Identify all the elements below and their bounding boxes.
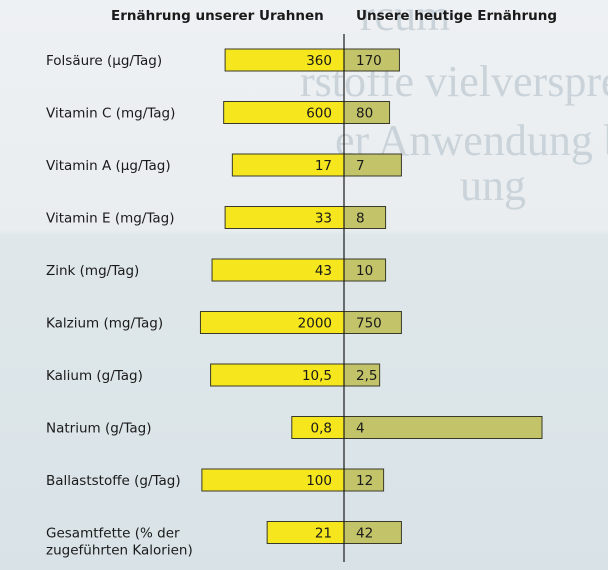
ancestral-value-label: 600	[306, 106, 332, 122]
category-label: Vitamin C (mg/Tag)	[46, 106, 175, 122]
modern-value-label: 4	[356, 421, 365, 437]
modern-value-label: 2,5	[356, 368, 377, 384]
category-label: Vitamin A (µg/Tag)	[46, 158, 171, 174]
ancestral-value-label: 360	[306, 53, 332, 69]
modern-diet-bar	[343, 206, 387, 229]
ancestral-diet-bar	[266, 521, 345, 544]
category-label: Folsäure (µg/Tag)	[46, 53, 162, 69]
ancestral-value-label: 43	[315, 263, 332, 279]
ancestral-value-label: 17	[315, 158, 332, 174]
modern-value-label: 42	[356, 526, 373, 542]
category-label: Natrium (g/Tag)	[46, 421, 151, 437]
ancestral-value-label: 2000	[298, 316, 332, 332]
category-label: Ballaststoffe (g/Tag)	[46, 473, 181, 489]
right-series-header: Unsere heutige Ernährung	[356, 8, 558, 24]
category-label: Vitamin E (mg/Tag)	[46, 211, 174, 227]
category-label: Kalzium (mg/Tag)	[46, 316, 163, 332]
ancestral-value-label: 10,5	[302, 368, 332, 384]
category-label: Kalium (g/Tag)	[46, 368, 143, 384]
modern-value-label: 170	[356, 53, 382, 69]
modern-value-label: 10	[356, 263, 373, 279]
ancestral-value-label: 0,8	[311, 421, 332, 437]
modern-value-label: 8	[356, 211, 365, 227]
modern-diet-bar	[343, 416, 543, 439]
modern-value-label: 12	[356, 473, 373, 489]
left-series-header: Ernährung unserer Urahnen	[111, 8, 324, 24]
modern-value-label: 750	[356, 316, 382, 332]
category-label: Zink (mg/Tag)	[46, 263, 139, 279]
ancestral-value-label: 100	[306, 473, 332, 489]
modern-diet-bar	[343, 153, 402, 177]
modern-value-label: 7	[356, 158, 365, 174]
ancestral-value-label: 21	[315, 526, 332, 542]
modern-value-label: 80	[356, 106, 373, 122]
ancestral-value-label: 33	[315, 211, 332, 227]
category-label: Gesamtfette (% der zugeführten Kalorien)	[46, 526, 193, 559]
